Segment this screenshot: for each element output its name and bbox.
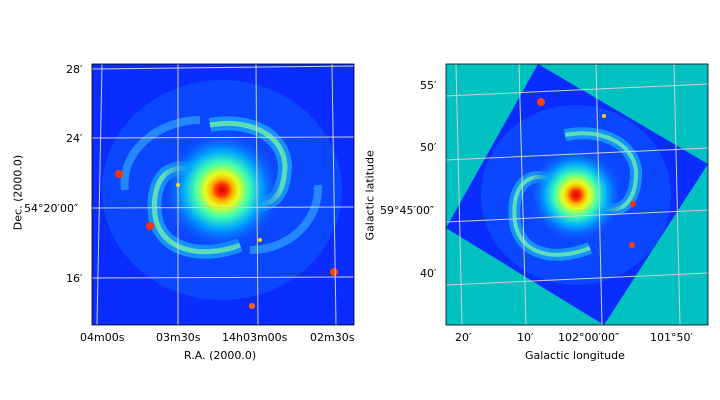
right-x-tick-2: 10′ bbox=[517, 331, 534, 344]
right-x-tick-1: 20′ bbox=[455, 331, 472, 344]
right-x-axis-label: Galactic longitude bbox=[525, 349, 625, 362]
left-x-tick-2: 03m30s bbox=[156, 331, 201, 344]
left-y-tick-4: 16′ bbox=[66, 272, 83, 285]
left-y-tick-2: 24′ bbox=[66, 132, 83, 145]
right-x-tick-4: 101°50′ bbox=[650, 331, 693, 344]
right-y-tick-2: 50′ bbox=[420, 141, 437, 154]
left-y-tick-3: 54°20′00″ bbox=[24, 202, 79, 215]
left-y-axis-label: Dec. (2000.0) bbox=[11, 154, 25, 231]
left-y-tick-1: 28′ bbox=[66, 63, 83, 76]
right-y-tick-3: 59°45′00″ bbox=[380, 204, 435, 217]
right-y-axis-label: Galactic latitude bbox=[363, 150, 377, 241]
right-y-tick-1: 55′ bbox=[420, 79, 437, 92]
left-x-tick-3: 14h03m00s bbox=[222, 331, 288, 344]
left-x-tick-1: 04m00s bbox=[80, 331, 125, 344]
right-y-tick-4: 40′ bbox=[420, 267, 437, 280]
left-x-tick-4: 02m30s bbox=[310, 331, 355, 344]
right-x-tick-3: 102°00′00″ bbox=[558, 331, 620, 344]
left-x-axis-label: R.A. (2000.0) bbox=[184, 349, 257, 362]
